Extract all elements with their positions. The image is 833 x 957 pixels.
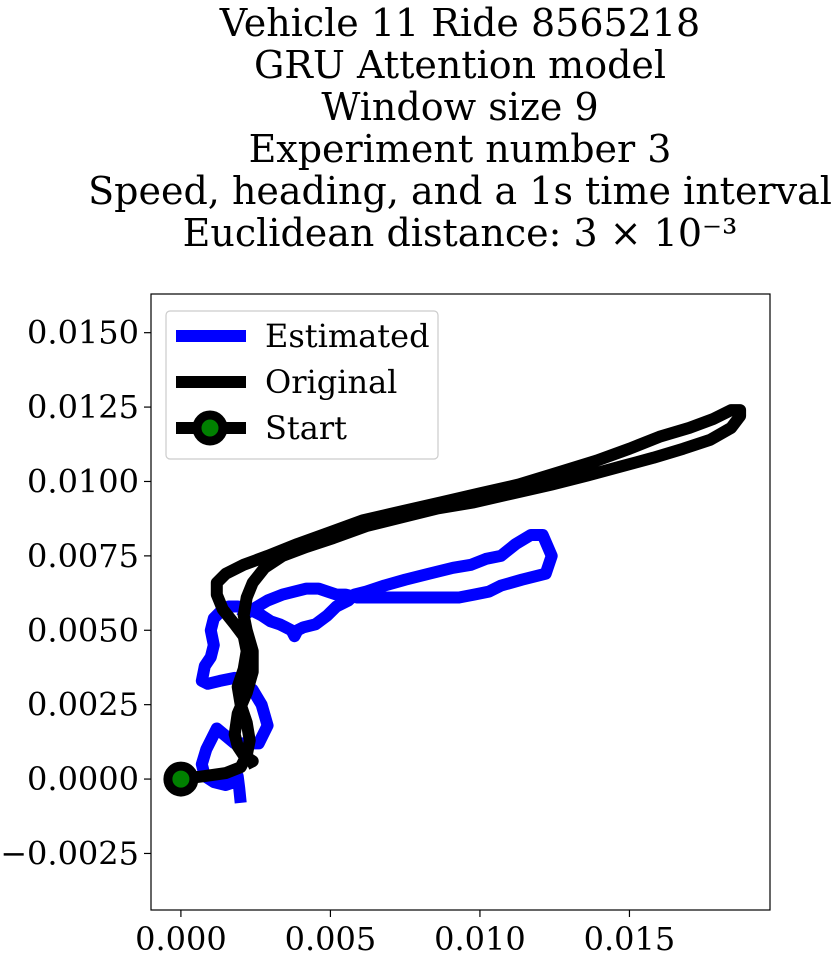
y-tick-label: 0.0150: [27, 314, 139, 352]
x-tick-label: 0.000: [135, 920, 227, 957]
y-tick-label: 0.0000: [27, 760, 139, 798]
title-line-6: Euclidean distance: 3 × 10⁻³: [183, 211, 738, 255]
x-tick-label: 0.010: [434, 920, 526, 957]
legend-original-label: Original: [265, 363, 397, 401]
y-tick-label: 0.0075: [27, 537, 139, 575]
title-line-4: Experiment number 3: [249, 127, 672, 171]
legend-start-label: Start: [265, 409, 347, 447]
series-line-original: [180, 404, 747, 786]
series-line-estimated: [195, 529, 558, 804]
start-marker: [163, 761, 199, 797]
y-tick-label: 0.0050: [27, 611, 139, 649]
x-tick-label: 0.015: [584, 920, 676, 957]
x-tick-label: 0.005: [285, 920, 377, 957]
x-axis: 0.000 0.005 0.010 0.015: [135, 910, 675, 957]
y-tick-label: −0.0025: [0, 834, 139, 872]
title-line-2: GRU Attention model: [254, 43, 666, 87]
legend-start-marker: [192, 410, 228, 446]
y-axis: −0.0025 0.0000 0.0025 0.0050 0.0075 0.0100 0.0…: [0, 314, 151, 872]
title-line-5: Speed, heading, and a 1s time interval: [88, 169, 832, 213]
y-tick-label: 0.0025: [27, 686, 139, 724]
title-line-1: Vehicle 11 Ride 8565218: [219, 1, 700, 45]
y-tick-label: 0.0125: [27, 388, 139, 426]
y-tick-label: 0.0100: [27, 462, 139, 500]
title-line-3: Window size 9: [321, 85, 598, 129]
legend: Estimated Original Start: [165, 310, 439, 460]
series-group: [163, 404, 747, 804]
legend-estimated-label: Estimated: [265, 317, 430, 355]
